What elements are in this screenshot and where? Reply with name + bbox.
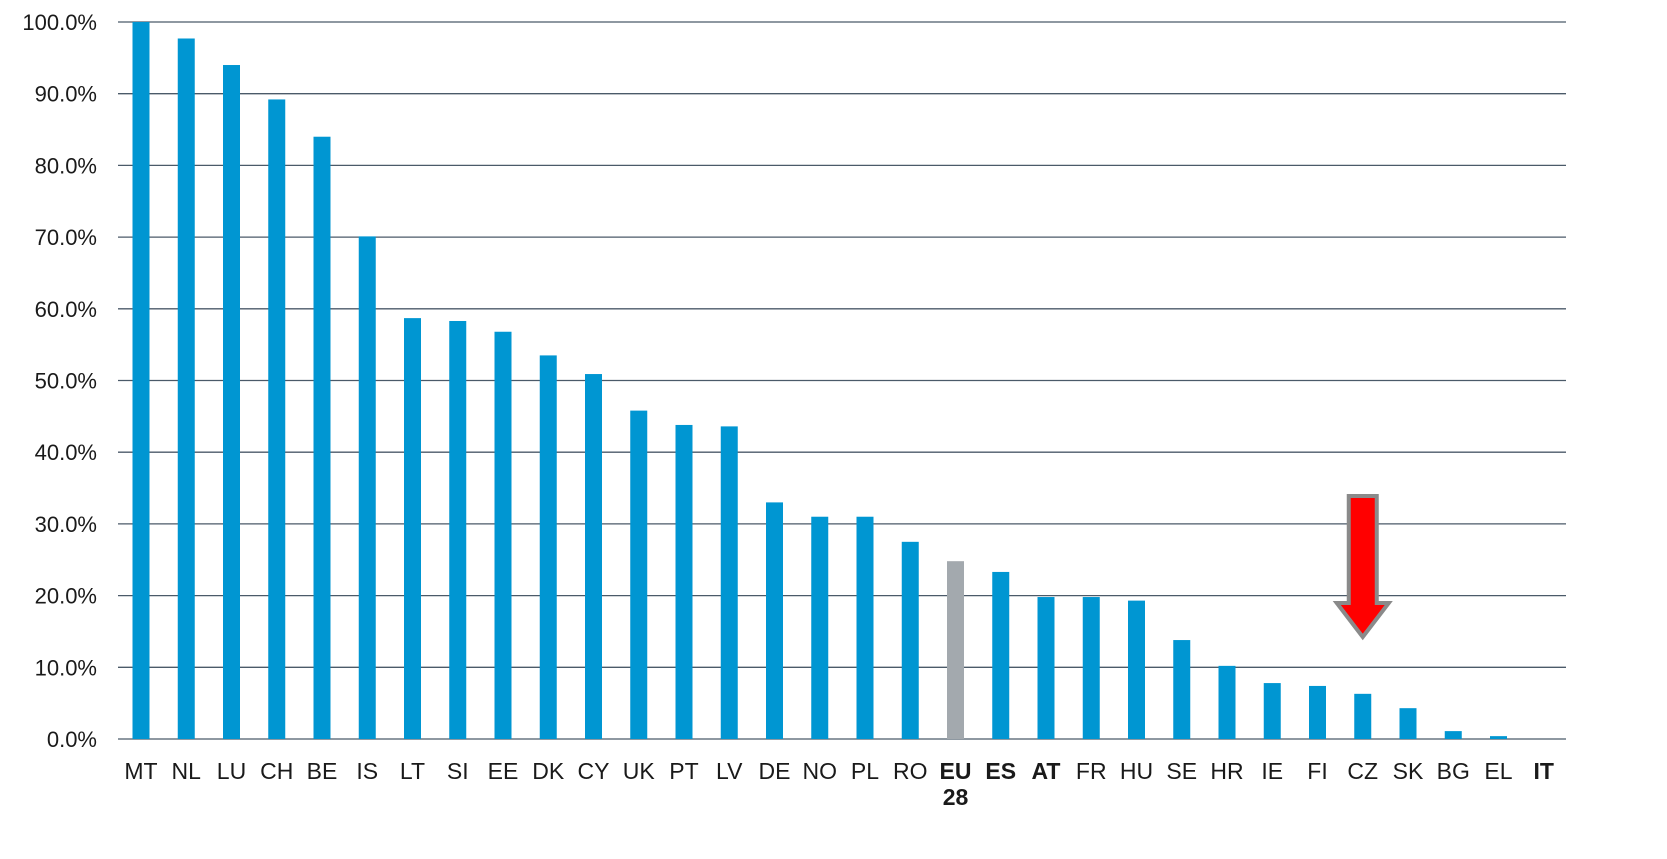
x-tick-label: DE — [759, 758, 791, 784]
x-tick-label: CH — [260, 758, 293, 784]
y-tick-label: 80.0% — [35, 153, 97, 178]
bar-is — [358, 236, 376, 739]
x-tick-label: BG — [1437, 758, 1470, 784]
x-tick-label: ES — [985, 758, 1016, 784]
y-tick-label: 20.0% — [35, 584, 97, 609]
bar-lt — [404, 318, 421, 739]
x-tick-label: LU — [217, 758, 246, 784]
bar-pl — [856, 516, 874, 739]
x-tick-label: BE — [307, 758, 338, 784]
bar-fr — [1082, 597, 1100, 739]
bar-bg — [1444, 731, 1462, 739]
x-tick-label: FI — [1307, 758, 1327, 784]
bar-ie — [1263, 683, 1281, 739]
bar-lv — [720, 426, 738, 739]
y-tick-label: 30.0% — [35, 512, 97, 537]
bar-de — [766, 502, 783, 739]
bar-hr — [1218, 665, 1236, 739]
bar-el — [1490, 736, 1507, 739]
x-tick-label: EU — [940, 758, 972, 784]
bar-cz — [1354, 693, 1372, 739]
x-tick-label: PL — [851, 758, 879, 784]
x-tick-label: CY — [578, 758, 610, 784]
y-tick-label: 60.0% — [35, 297, 97, 322]
x-tick-label: HR — [1210, 758, 1243, 784]
y-tick-label: 0.0% — [47, 727, 97, 752]
y-tick-label: 40.0% — [35, 440, 97, 465]
bar-es — [992, 571, 1010, 739]
x-tick-label: AT — [1032, 758, 1061, 784]
bar-ro — [901, 541, 919, 739]
x-tick-label: SK — [1393, 758, 1424, 784]
bar-no — [811, 516, 829, 739]
bar-ee — [494, 331, 512, 739]
x-tick-label: LV — [716, 758, 743, 784]
x-tick-label: NL — [172, 758, 202, 784]
bar-pt — [675, 424, 693, 739]
x-tick-label: IT — [1534, 758, 1554, 784]
bar-fi — [1309, 685, 1326, 739]
bar-cy — [585, 374, 602, 739]
bar-si — [449, 320, 467, 739]
x-tick-label: RO — [893, 758, 928, 784]
x-tick-label: CZ — [1347, 758, 1378, 784]
x-tick-label: PT — [669, 758, 698, 784]
bar-nl — [177, 38, 195, 739]
x-tick-label: UK — [623, 758, 656, 784]
bar-hu — [1128, 600, 1145, 739]
y-axis-tick-labels: 0.0% 10.0% 20.0% 30.0% 40.0% 50.0% 60.0% 70.0% 8… — [22, 10, 97, 752]
y-tick-label: 90.0% — [35, 82, 97, 107]
x-tick-label: EE — [488, 758, 519, 784]
y-tick-label: 70.0% — [35, 225, 97, 250]
bar-eu-28 — [947, 561, 964, 739]
down-arrow-icon — [1332, 494, 1393, 641]
x-tick-label: MT — [124, 758, 157, 784]
x-tick-label: 28 — [943, 784, 969, 810]
y-tick-label: 10.0% — [35, 655, 97, 680]
x-tick-label: IE — [1261, 758, 1283, 784]
x-tick-label: NO — [803, 758, 838, 784]
x-tick-label: FR — [1076, 758, 1107, 784]
y-tick-label: 100.0% — [22, 10, 97, 35]
bar-at — [1037, 597, 1055, 739]
annotation-arrow — [1332, 494, 1393, 641]
x-tick-label: SE — [1166, 758, 1197, 784]
x-tick-label: DK — [532, 758, 565, 784]
bar-sk — [1399, 708, 1417, 739]
bar-se — [1173, 640, 1191, 739]
bar-be — [313, 136, 331, 740]
x-tick-label: HU — [1120, 758, 1153, 784]
x-tick-label: SI — [447, 758, 469, 784]
bar-lu — [223, 65, 240, 739]
bar-dk — [539, 355, 557, 739]
x-tick-label: EL — [1484, 758, 1512, 784]
bars — [132, 22, 1507, 740]
bar-ch — [268, 99, 286, 740]
bar-mt — [132, 22, 150, 739]
x-axis-category-labels: MT NL LU CH BE IS LT SI EE DK CY UK PT LV DE NO PL RO EU28… — [124, 758, 1554, 810]
grid-lines — [118, 21, 1566, 740]
y-tick-label: 50.0% — [35, 369, 97, 394]
bar-uk — [630, 410, 648, 739]
x-tick-label: LT — [400, 758, 425, 784]
x-tick-label: IS — [356, 758, 378, 784]
